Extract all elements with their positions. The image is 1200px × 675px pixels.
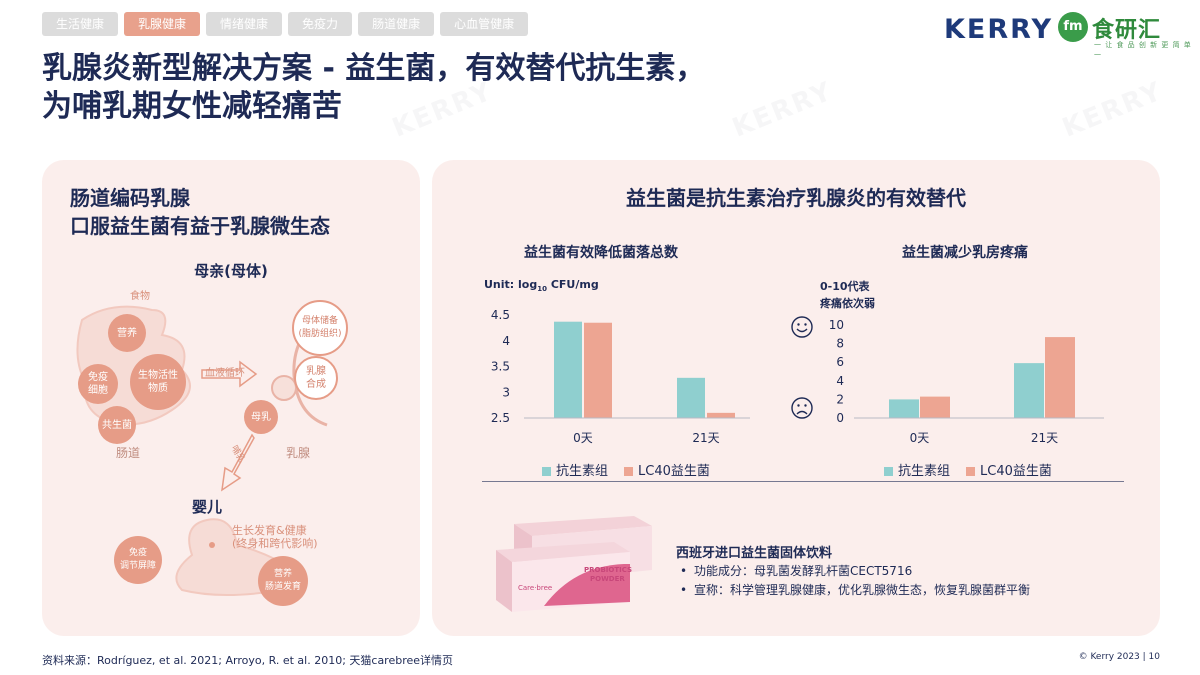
product-ingredient: 功能成分：母乳菌发酵乳杆菌CECT5716 [694,562,1030,581]
infant-label: 婴儿 [192,498,223,516]
chart2-scale-label: 0-10代表 疼痛依次弱 [820,280,875,310]
bar [677,377,705,418]
product-details: 功能成分：母乳菌发酵乳杆菌CECT5716 宣称：科学管理乳腺健康，优化乳腺微生… [694,562,1030,600]
x-tick-label: 0天 [573,431,593,445]
y-tick-label: 3 [502,385,510,399]
product-title: 西班牙进口益生菌固体饮料 [676,546,833,561]
breast-icon [271,375,297,401]
y-tick-label: 2 [836,392,844,406]
bar [707,412,735,418]
product-box-text1: PROBIOTICS [584,566,632,574]
sad-icon-eye [804,404,807,407]
topic-tabs: 生活健康 乳腺健康 情绪健康 免疫力 肠道健康 心血管健康 [42,12,529,36]
section-divider [482,481,1124,482]
tab-emotional-health[interactable]: 情绪健康 [206,12,283,36]
legend-item: 抗生素组 [542,460,608,479]
immune-cells-bubble: 免疫 细胞 [78,364,118,404]
kerry-logo: KERRY [944,14,1054,45]
tab-immunity[interactable]: 免疫力 [288,12,353,36]
partner-logo-text: 食研汇 [1092,18,1162,43]
product-box-back-top [514,516,652,536]
sad-icon [791,397,813,419]
page-title-line1: 乳腺炎新型解决方案 - 益生菌，有效替代抗生素， [42,51,706,86]
mother-label: 母亲(母体) [194,262,268,280]
food-label: 食物 [130,291,150,302]
product-claim: 宣称：科学管理乳腺健康，优化乳腺微生态，恢复乳腺菌群平衡 [694,581,1030,600]
probiotic-evidence-panel: 益生菌是抗生素治疗乳腺炎的有效替代 益生菌有效降低菌落总数 益生菌减少乳房疼痛 … [432,160,1160,636]
gut-development-bubble: 营养 肠道发育 [258,556,308,606]
watermark: KERRY [1058,76,1168,144]
growth-label: 生长发育&健康 (终身和跨代影响) [232,524,318,550]
smile-icon-mouth [796,328,808,333]
breast-milk-bubble: 母乳 [244,400,278,434]
feeding-arrow [221,433,255,492]
gut-mammary-panel: 肠道编码乳腺 口服益生菌有益于乳腺微生态 母亲(母体) 食物 营养 免疫 细胞 生… [42,160,420,636]
y-tick-label: 8 [836,337,844,351]
bar [554,321,582,418]
legend-item: LC40益生菌 [624,460,710,479]
blood-circulation-arrow [201,360,258,388]
milk-synthesis-bubble: 乳腺 合成 [294,356,338,400]
partner-logo-badge: fm [1058,12,1088,42]
blood-circulation-label: 血液循环 [205,368,245,379]
gut-label: 肠道 [116,446,141,460]
chart2-legend: 抗生素组 LC40益生菌 [884,460,1052,479]
bar-charts: 2.5 3 3.5 4 4.5 0天 21天 0 2 4 6 8 10 0天 21天 [491,308,1104,445]
nutrition-bubble: 营养 [108,314,146,352]
chart1-legend: 抗生素组 LC40益生菌 [542,460,710,479]
product-box-front-top [496,542,630,562]
bar [889,399,919,418]
y-tick-label: 4 [502,334,510,348]
left-panel-title-line2: 口服益生菌有益于乳腺微生态 [70,214,330,238]
bar [1014,363,1044,418]
x-tick-label: 21天 [692,431,719,445]
y-tick-label: 2.5 [491,411,510,425]
y-tick-label: 6 [836,355,844,369]
y-tick-label: 4.5 [491,308,510,322]
y-tick-label: 0 [836,411,844,425]
bioactive-bubble: 生物活性 物质 [130,354,186,410]
tab-cardio-health[interactable]: 心血管健康 [440,12,529,36]
product-box-front-side [496,550,512,612]
page-title: 乳腺炎新型解决方案 - 益生菌，有效替代抗生素， 为哺乳期女性减轻痛苦 [42,50,942,126]
left-panel-title: 肠道编码乳腺 口服益生菌有益于乳腺微生态 [70,184,330,240]
chart2-title: 益生菌减少乳房疼痛 [902,245,1028,261]
product-box-brand: Care·bree [518,584,552,592]
mammary-label: 乳腺 [286,446,311,460]
copyright-page-number: © Kerry 2023 | 10 [1078,652,1160,662]
tab-breast-health[interactable]: 乳腺健康 [124,12,201,36]
smile-icon-eye [804,323,807,326]
bar [584,322,612,418]
bar [1045,337,1075,418]
partner-logo-tagline: 一 让 食 品 创 新 更 简 单 一 [1094,41,1192,59]
product-image: PROBIOTICS POWDER Care·bree [496,516,652,612]
x-tick-label: 21天 [1031,431,1058,445]
product-heart-graphic [544,564,630,606]
right-panel-title: 益生菌是抗生素治疗乳腺炎的有效替代 [626,186,966,210]
source-note: 资料来源：Rodríguez, et al. 2021; Arroyo, R. … [42,654,454,667]
page-title-line2: 为哺乳期女性减轻痛苦 [42,89,342,124]
smile-icon-eye [797,323,800,326]
immune-barrier-bubble: 免疫 调节屏障 [114,536,162,584]
y-tick-label: 4 [836,374,844,388]
tab-gut-health[interactable]: 肠道健康 [358,12,435,36]
chart1-title: 益生菌有效降低菌落总数 [524,245,678,261]
commensal-bubble: 共生菌 [98,406,136,444]
sad-icon-mouth [796,410,808,415]
infant-ear-icon [209,542,215,548]
sad-icon-eye [797,404,800,407]
y-tick-label: 10 [829,318,844,332]
chart1-unit: Unit: log10 CFU/mg [484,278,599,294]
maternal-store-bubble: 母体储备 (脂肪组织) [292,300,348,356]
smile-icon [791,316,813,338]
bar [920,396,950,418]
left-panel-title-line1: 肠道编码乳腺 [70,186,190,210]
y-tick-label: 3.5 [491,360,510,374]
product-box-text2: POWDER [590,575,625,583]
x-tick-label: 0天 [910,431,930,445]
legend-item: 抗生素组 [884,460,950,479]
tab-lifestyle-health[interactable]: 生活健康 [42,12,119,36]
legend-item: LC40益生菌 [966,460,1052,479]
